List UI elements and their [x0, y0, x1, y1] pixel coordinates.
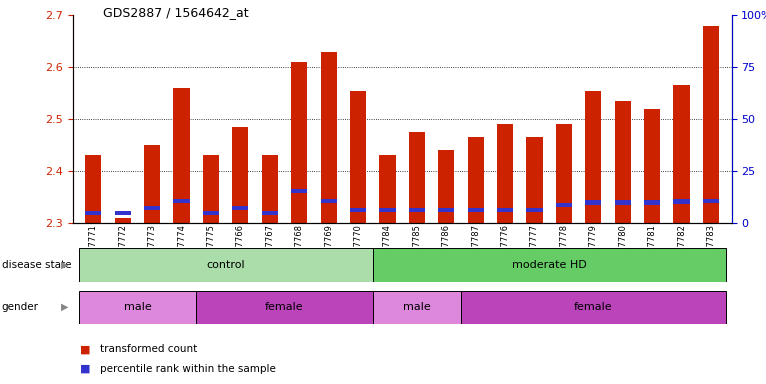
Text: ■: ■ — [80, 344, 91, 354]
Text: percentile rank within the sample: percentile rank within the sample — [100, 364, 276, 374]
Bar — [373, 248, 725, 281]
Bar — [79, 248, 373, 281]
Bar — [232, 127, 248, 223]
Bar — [320, 52, 337, 223]
Bar — [85, 211, 101, 215]
Bar — [409, 132, 425, 223]
Bar — [497, 208, 513, 212]
Text: transformed count: transformed count — [100, 344, 197, 354]
Text: GDS2887 / 1564642_at: GDS2887 / 1564642_at — [103, 6, 249, 19]
Bar — [203, 211, 219, 215]
Bar — [614, 200, 631, 205]
Bar — [85, 155, 101, 223]
Bar — [115, 217, 131, 223]
Bar — [438, 150, 454, 223]
Bar — [379, 208, 395, 212]
Bar — [703, 199, 719, 203]
Text: ▶: ▶ — [61, 260, 69, 270]
Text: male: male — [123, 302, 152, 312]
Bar — [526, 208, 542, 212]
Bar — [614, 101, 631, 223]
Bar — [409, 208, 425, 212]
Bar — [438, 208, 454, 212]
Bar — [262, 211, 278, 215]
Bar — [673, 199, 689, 204]
Bar — [497, 124, 513, 223]
Text: moderate HD: moderate HD — [512, 260, 587, 270]
Bar — [350, 208, 366, 212]
Text: control: control — [206, 260, 245, 270]
Bar — [320, 199, 337, 203]
Bar — [461, 291, 725, 324]
Bar — [644, 200, 660, 205]
Bar — [203, 155, 219, 223]
Bar — [115, 211, 131, 215]
Text: male: male — [403, 302, 430, 312]
Text: ▶: ▶ — [61, 302, 69, 312]
Bar — [379, 155, 395, 223]
Bar — [467, 208, 484, 212]
Bar — [556, 124, 572, 223]
Bar — [556, 203, 572, 207]
Bar — [585, 91, 601, 223]
Bar — [173, 88, 190, 223]
Text: disease state: disease state — [2, 260, 71, 270]
Text: gender: gender — [2, 302, 38, 312]
Bar — [144, 205, 160, 210]
Bar — [644, 109, 660, 223]
Text: female: female — [574, 302, 613, 312]
Bar — [526, 137, 542, 223]
Bar — [232, 205, 248, 210]
Bar — [585, 200, 601, 205]
Bar — [291, 189, 307, 193]
Bar — [467, 137, 484, 223]
Bar — [173, 199, 190, 203]
Bar — [262, 155, 278, 223]
Bar — [291, 62, 307, 223]
Bar — [196, 291, 373, 324]
Text: female: female — [265, 302, 304, 312]
Bar — [144, 145, 160, 223]
Bar — [373, 291, 461, 324]
Bar — [703, 26, 719, 223]
Bar — [673, 85, 689, 223]
Bar — [79, 291, 196, 324]
Text: ■: ■ — [80, 364, 91, 374]
Bar — [350, 91, 366, 223]
